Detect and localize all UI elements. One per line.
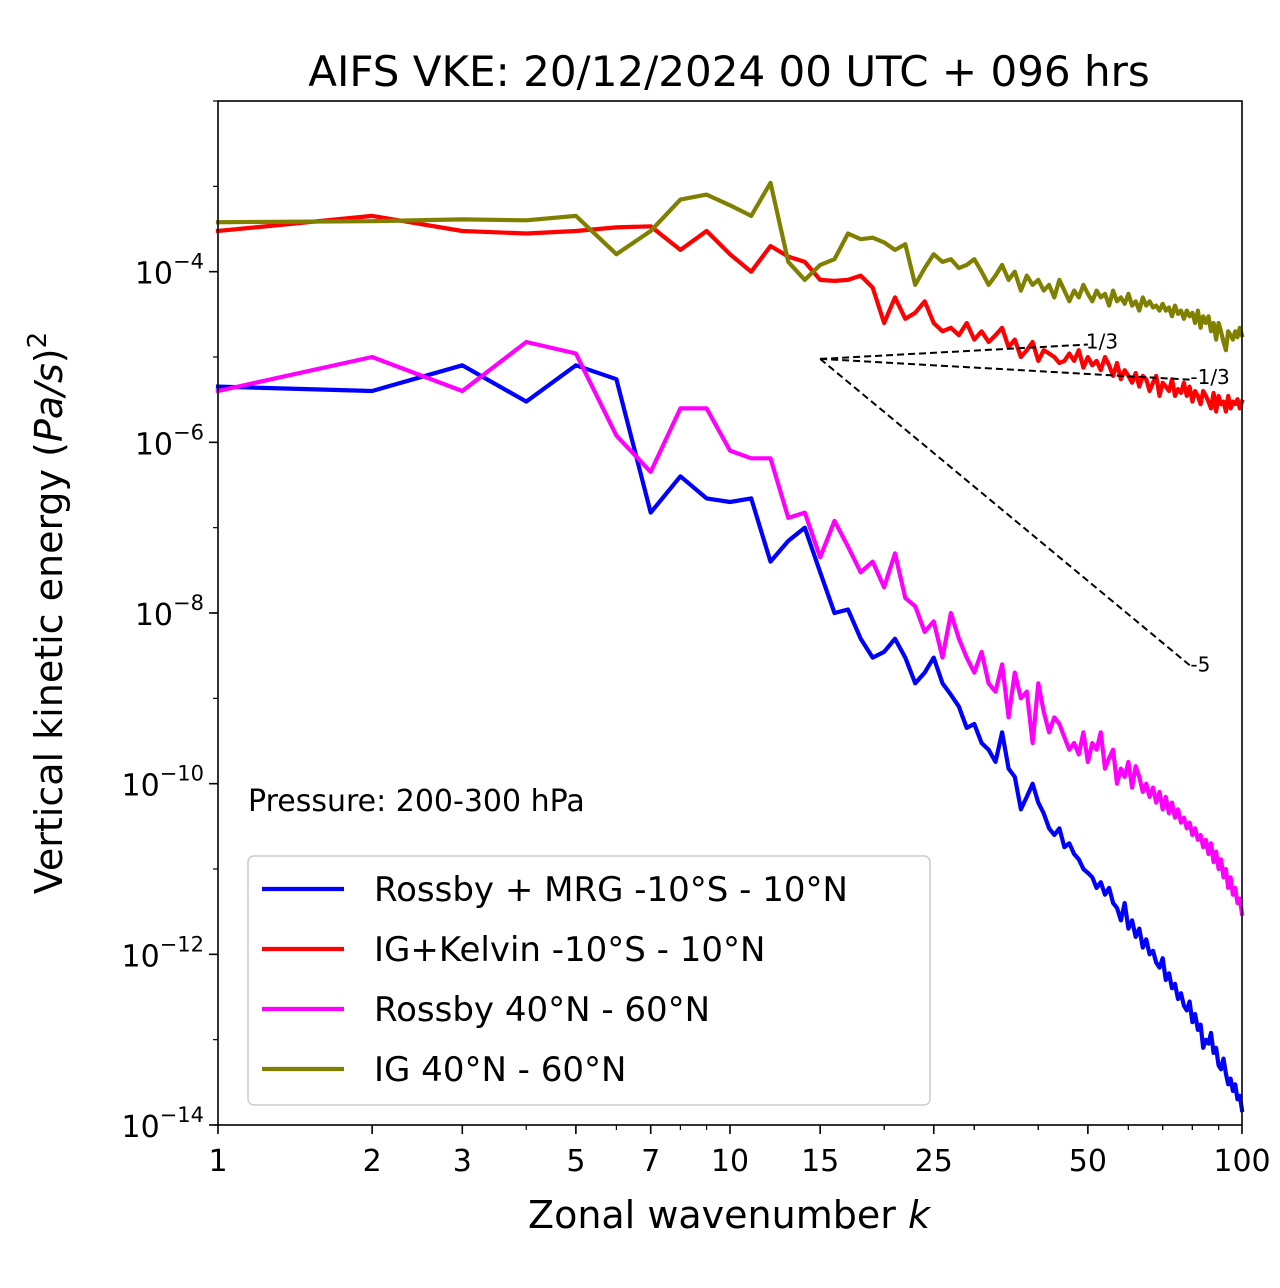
series-line-3 bbox=[215, 339, 1245, 916]
x-axis-ticks: 1 2 3 5 7 10 15 25 50 100 bbox=[208, 1125, 1271, 1179]
legend-label-3: Rossby 40°N - 60°N bbox=[374, 990, 710, 1030]
reference-slope-layer: 1/3 -1/3 -5 bbox=[819, 330, 1230, 676]
x-tick-label: 10 bbox=[711, 1144, 749, 1179]
x-tick-label: 50 bbox=[1069, 1144, 1107, 1179]
x-tick-label: 25 bbox=[915, 1144, 953, 1179]
reference-slope-label-2: -1/3 bbox=[1190, 365, 1229, 389]
y-tick-label: 10−10 bbox=[121, 762, 204, 804]
series-line-2 bbox=[215, 213, 1245, 414]
y-axis-label-group: Vertical kinetic energy (Pa/s)2 bbox=[23, 332, 71, 894]
y-tick-label: 10−4 bbox=[135, 250, 204, 292]
legend-label-1: Rossby + MRG -10°S - 10°N bbox=[374, 870, 848, 910]
y-axis-ticks: 10−14 10−12 10−10 10−8 10−6 10−4 bbox=[121, 100, 218, 1145]
x-tick-label: 7 bbox=[641, 1144, 660, 1179]
y-tick-label: 10−6 bbox=[135, 420, 204, 462]
reference-slope-line-3 bbox=[819, 358, 1194, 669]
legend-label-4: IG 40°N - 60°N bbox=[374, 1050, 626, 1090]
legend-items: Rossby + MRG -10°S - 10°N IG+Kelvin -10°S… bbox=[262, 870, 848, 1090]
legend: Rossby + MRG -10°S - 10°N IG+Kelvin -10°S… bbox=[247, 855, 931, 1106]
x-tick-label: 3 bbox=[453, 1144, 472, 1179]
chart-title: AIFS VKE: 20/12/2024 00 UTC + 096 hrs bbox=[308, 47, 1150, 96]
reference-slope-line-1 bbox=[820, 343, 1088, 360]
x-tick-label: 100 bbox=[1213, 1144, 1270, 1179]
y-axis-label: Vertical kinetic energy (Pa/s)2 bbox=[23, 332, 71, 894]
x-axis-label: Zonal wavenumber k bbox=[528, 1193, 932, 1237]
y-tick-label: 10−12 bbox=[121, 932, 204, 974]
legend-label-2: IG+Kelvin -10°S - 10°N bbox=[374, 930, 765, 970]
reference-slope-line-2 bbox=[820, 357, 1193, 381]
reference-slope-label-1: 1/3 bbox=[1086, 330, 1118, 354]
y-tick-label: 10−14 bbox=[121, 1103, 204, 1145]
legend-box bbox=[247, 855, 931, 1106]
x-tick-label: 1 bbox=[208, 1144, 227, 1179]
x-tick-label: 15 bbox=[801, 1144, 839, 1179]
series-line-4 bbox=[215, 180, 1245, 353]
x-tick-label: 5 bbox=[566, 1144, 585, 1179]
x-tick-label: 2 bbox=[363, 1144, 382, 1179]
y-tick-label: 10−8 bbox=[135, 591, 204, 633]
pressure-annotation: Pressure: 200-300 hPa bbox=[248, 784, 585, 819]
series-layer bbox=[215, 180, 1245, 1113]
series-line-1 bbox=[215, 363, 1245, 1113]
reference-slope-label-3: -5 bbox=[1190, 652, 1210, 676]
